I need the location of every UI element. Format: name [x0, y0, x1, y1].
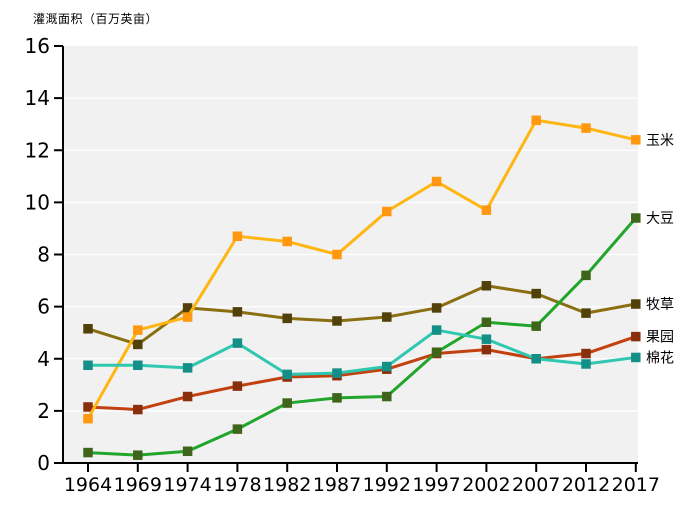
- series-marker-orchard: [133, 404, 143, 415]
- legend-label-orchard: 果园: [646, 330, 674, 346]
- series-line-corn: [86, 118, 638, 421]
- series-marker-pasture: [431, 303, 442, 313]
- chart-title: 灌溉面积（百万英亩）: [33, 12, 159, 26]
- series-marker-orchard: [83, 402, 93, 412]
- y-tick-label: 12: [25, 138, 50, 162]
- series-marker-soybean: [431, 347, 442, 357]
- series-marker-soybean: [133, 450, 143, 460]
- series-marker-cotton: [481, 334, 492, 344]
- y-tick-label: 16: [25, 34, 50, 58]
- series-marker-cotton: [631, 352, 641, 363]
- x-tick-label: 1969: [114, 474, 162, 496]
- series-marker-pasture: [83, 324, 93, 334]
- series-marker-soybean: [332, 393, 342, 403]
- x-tick-label: 1987: [313, 474, 361, 496]
- x-tick-label: 1974: [163, 474, 211, 496]
- series-marker-cotton: [581, 359, 591, 369]
- series-marker-cotton: [531, 354, 541, 364]
- series-line-cotton: [86, 328, 638, 376]
- series-marker-orchard: [481, 344, 492, 355]
- legend-label-soybean: 大豆: [646, 211, 674, 227]
- y-tick-label: 2: [37, 399, 50, 423]
- series-marker-pasture: [531, 288, 541, 299]
- series-marker-pasture: [631, 299, 641, 309]
- series-marker-cotton: [431, 325, 442, 335]
- x-tick-label: 2012: [562, 474, 610, 496]
- legend-label-cotton: 棉花: [646, 349, 674, 366]
- series-marker-pasture: [182, 303, 193, 313]
- series-line-pasture: [86, 284, 638, 346]
- y-tick-label: 10: [25, 190, 50, 214]
- series-marker-pasture: [133, 339, 143, 350]
- x-tick-label: 1982: [263, 474, 311, 496]
- series-marker-soybean: [83, 447, 93, 458]
- series-marker-cotton: [332, 368, 342, 378]
- series-marker-cotton: [133, 360, 143, 371]
- x-tick-label: 1964: [64, 474, 112, 496]
- legend-label-corn: 玉米: [646, 133, 674, 149]
- series-marker-orchard: [581, 348, 591, 359]
- series-marker-soybean: [631, 213, 641, 223]
- series-marker-corn: [382, 206, 392, 217]
- series-marker-soybean: [481, 317, 492, 328]
- series-marker-pasture: [481, 281, 492, 291]
- series-marker-corn: [631, 135, 641, 145]
- series-marker-cotton: [382, 361, 392, 372]
- series-marker-corn: [431, 176, 442, 187]
- y-tick-label: 6: [37, 295, 50, 319]
- x-tick-label: 1992: [363, 474, 411, 496]
- y-tick-label: 4: [37, 347, 50, 371]
- legend-label-pasture: 牧草: [646, 297, 674, 313]
- series-marker-soybean: [182, 446, 193, 457]
- series-marker-corn: [182, 312, 193, 322]
- series-marker-cotton: [232, 338, 243, 348]
- series-marker-cotton: [182, 363, 193, 373]
- series-marker-corn: [581, 123, 591, 133]
- y-tick-label: 0: [37, 451, 50, 475]
- series-marker-soybean: [531, 321, 541, 331]
- series-marker-corn: [531, 115, 541, 126]
- series-marker-soybean: [382, 391, 392, 402]
- series-marker-cotton: [83, 360, 93, 371]
- x-tick-label: 1978: [213, 474, 261, 496]
- x-tick-label: 2007: [512, 474, 560, 496]
- y-tick-label: 14: [25, 86, 50, 110]
- series-marker-corn: [282, 236, 292, 247]
- series-marker-corn: [481, 205, 492, 215]
- series-marker-corn: [332, 249, 342, 260]
- series-marker-soybean: [232, 424, 243, 434]
- x-tick-label: 2002: [462, 474, 510, 496]
- series-marker-cotton: [282, 369, 292, 380]
- series-marker-orchard: [182, 391, 193, 402]
- series-marker-pasture: [382, 312, 392, 322]
- series-marker-orchard: [631, 331, 641, 342]
- series-marker-soybean: [282, 398, 292, 408]
- series-marker-pasture: [282, 313, 292, 324]
- x-tick-label: 2017: [612, 474, 660, 496]
- series-marker-corn: [83, 413, 93, 424]
- x-tick-label: 1997: [412, 474, 460, 496]
- series-marker-corn: [232, 231, 243, 242]
- series-marker-pasture: [232, 307, 243, 317]
- y-tick-label: 8: [37, 243, 50, 267]
- series-line-orchard: [86, 335, 638, 412]
- series-marker-pasture: [332, 316, 342, 326]
- series-marker-soybean: [581, 270, 591, 281]
- series-marker-pasture: [581, 308, 591, 318]
- series-marker-corn: [133, 325, 143, 335]
- series-line-soybean: [86, 216, 638, 457]
- series-marker-orchard: [232, 381, 243, 391]
